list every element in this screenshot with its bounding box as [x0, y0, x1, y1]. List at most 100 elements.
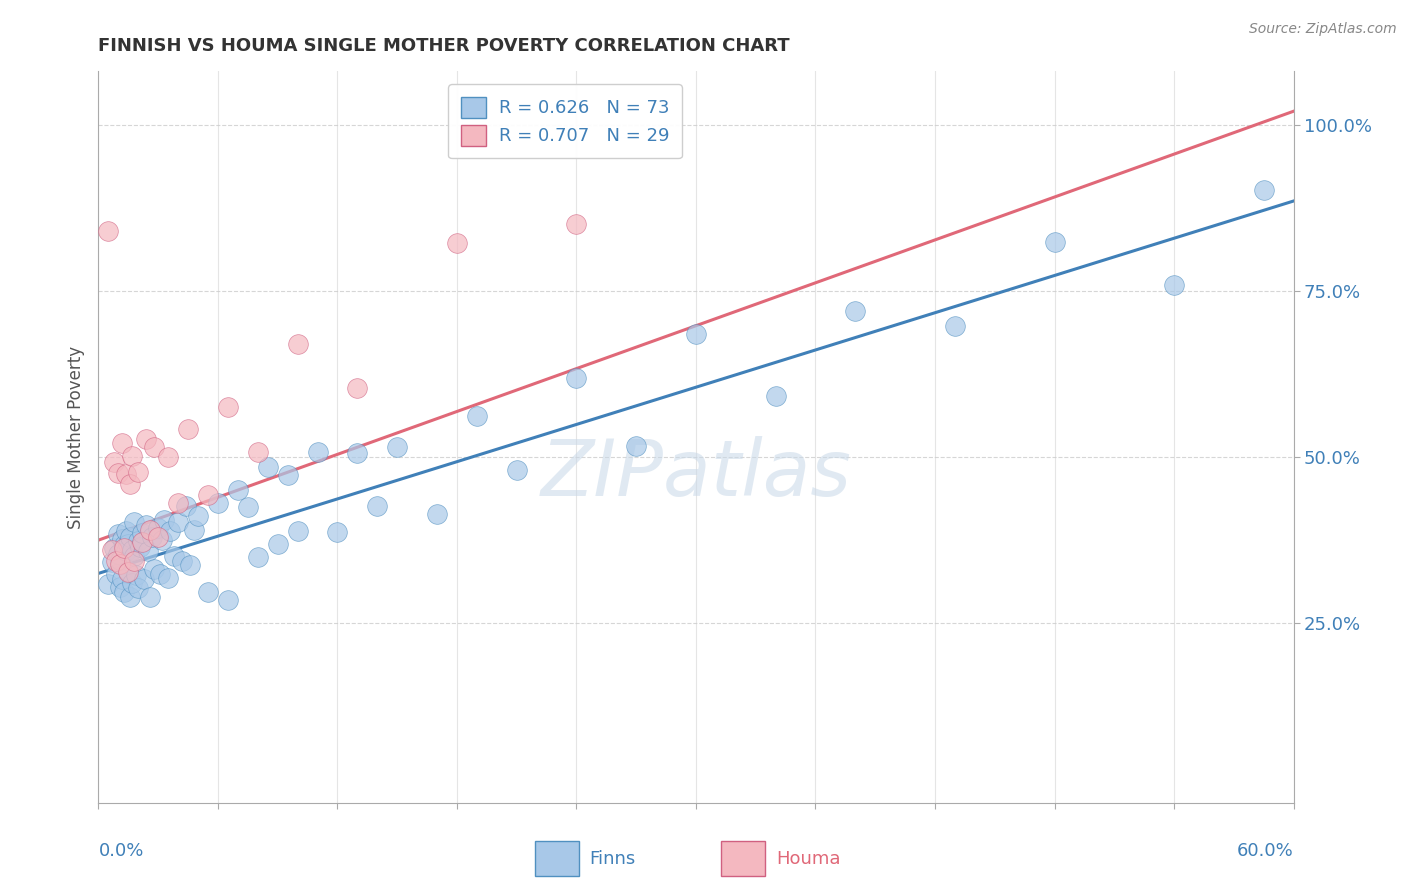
- Point: [426, 508, 449, 522]
- Point: [131, 535, 153, 549]
- Point: [465, 409, 488, 423]
- Point: [127, 534, 149, 549]
- Point: [163, 549, 186, 564]
- Point: [157, 571, 180, 585]
- Point: [134, 572, 156, 586]
- Point: [246, 445, 269, 459]
- Text: 60.0%: 60.0%: [1237, 842, 1294, 860]
- Point: [267, 537, 290, 551]
- Text: Finns: Finns: [589, 849, 636, 868]
- Point: [172, 554, 194, 568]
- Point: [101, 555, 124, 569]
- Point: [177, 422, 200, 436]
- Point: [346, 380, 368, 394]
- Point: [183, 524, 205, 538]
- Point: [1253, 183, 1275, 197]
- Point: [174, 499, 197, 513]
- Point: [307, 445, 329, 459]
- Point: [385, 440, 409, 454]
- Point: [159, 524, 181, 538]
- Point: [121, 542, 143, 557]
- Bar: [721, 841, 765, 876]
- Text: 0.0%: 0.0%: [98, 842, 143, 860]
- Point: [117, 537, 139, 551]
- Point: [97, 576, 120, 591]
- Point: [110, 558, 132, 572]
- Point: [103, 455, 125, 469]
- Point: [117, 564, 139, 578]
- Point: [207, 496, 229, 510]
- Point: [565, 371, 588, 385]
- Point: [124, 554, 146, 568]
- Point: [135, 433, 157, 447]
- Point: [506, 463, 529, 477]
- Text: ZIPatlas: ZIPatlas: [540, 435, 852, 512]
- Point: [446, 235, 468, 250]
- Point: [157, 450, 180, 464]
- Text: Source: ZipAtlas.com: Source: ZipAtlas.com: [1249, 22, 1396, 37]
- Point: [105, 567, 128, 582]
- Point: [111, 436, 134, 450]
- Point: [277, 467, 299, 482]
- Point: [136, 544, 159, 558]
- Point: [97, 224, 120, 238]
- Point: [326, 525, 349, 540]
- Point: [366, 500, 388, 514]
- Point: [217, 592, 239, 607]
- Point: [287, 337, 309, 351]
- Point: [844, 304, 866, 318]
- Point: [107, 466, 129, 480]
- Point: [179, 558, 201, 572]
- Point: [124, 549, 146, 563]
- Point: [1043, 235, 1066, 250]
- Point: [111, 533, 134, 547]
- Legend: R = 0.626   N = 73, R = 0.707   N = 29: R = 0.626 N = 73, R = 0.707 N = 29: [449, 84, 682, 158]
- Point: [124, 516, 146, 530]
- Bar: [534, 841, 579, 876]
- Point: [107, 547, 129, 561]
- Point: [112, 538, 135, 552]
- Point: [115, 544, 138, 558]
- Point: [120, 590, 142, 604]
- Point: [120, 530, 142, 544]
- Point: [131, 526, 153, 541]
- Point: [112, 541, 135, 556]
- Point: [141, 530, 163, 544]
- Point: [121, 575, 143, 590]
- Point: [139, 523, 162, 537]
- Point: [143, 562, 166, 576]
- Point: [943, 319, 966, 334]
- Point: [121, 449, 143, 463]
- Point: [111, 572, 134, 586]
- Point: [150, 533, 173, 548]
- Point: [120, 477, 142, 491]
- Point: [197, 585, 219, 599]
- Point: [129, 540, 152, 554]
- Point: [110, 580, 132, 594]
- Point: [346, 446, 368, 460]
- Point: [236, 500, 259, 514]
- Point: [127, 465, 149, 479]
- Text: FINNISH VS HOUMA SINGLE MOTHER POVERTY CORRELATION CHART: FINNISH VS HOUMA SINGLE MOTHER POVERTY C…: [98, 37, 790, 54]
- Point: [101, 543, 124, 558]
- Point: [117, 565, 139, 579]
- Point: [139, 590, 162, 604]
- Point: [105, 553, 128, 567]
- Point: [197, 488, 219, 502]
- Point: [110, 553, 132, 567]
- Point: [256, 460, 278, 475]
- Point: [1163, 277, 1185, 292]
- Point: [167, 496, 190, 510]
- Point: [167, 515, 190, 529]
- Point: [685, 326, 707, 341]
- Y-axis label: Single Mother Poverty: Single Mother Poverty: [66, 345, 84, 529]
- Point: [125, 568, 148, 582]
- Point: [246, 549, 269, 564]
- Point: [148, 530, 170, 544]
- Point: [107, 527, 129, 541]
- Point: [127, 581, 149, 595]
- Point: [626, 439, 648, 453]
- Point: [765, 389, 787, 403]
- Text: Houma: Houma: [776, 849, 841, 868]
- Point: [115, 467, 138, 481]
